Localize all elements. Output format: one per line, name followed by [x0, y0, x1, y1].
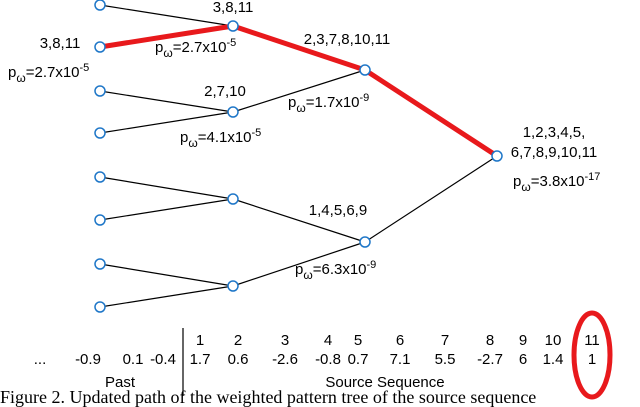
probability-label: pω=3.8x10-17	[513, 171, 600, 194]
prob-sub: ω	[188, 136, 197, 150]
node-label: 1,4,5,6,9	[309, 202, 367, 219]
prob-exp: -5	[252, 127, 262, 139]
prob-mantissa: =2.7x10	[173, 39, 227, 56]
prob-base: p	[513, 173, 521, 190]
prob-base: p	[295, 261, 303, 278]
source-value: -2.6	[272, 351, 298, 368]
sequence-index: 3	[281, 332, 289, 349]
prob-exp: -9	[360, 92, 370, 104]
source-value: 5.5	[435, 351, 456, 368]
sequence-index: 9	[519, 332, 527, 349]
probability-label: pω=2.7x10-5	[8, 62, 89, 85]
node-label: 2,3,7,8,10,11	[304, 31, 390, 48]
prob-exp: -5	[227, 37, 237, 49]
node-label: 1,2,3,4,5,	[523, 124, 586, 141]
source-value: 7.1	[390, 351, 411, 368]
past-value: 0.1	[123, 351, 144, 368]
source-value: 1.4	[543, 351, 564, 368]
probability-label: pω=6.3x10-9	[295, 259, 376, 282]
prob-exp: -17	[585, 171, 601, 183]
sequence-index: 2	[234, 332, 242, 349]
node-label: 3,8,11	[213, 0, 254, 16]
prob-base: p	[8, 64, 16, 81]
probability-label: pω=4.1x10-5	[180, 127, 261, 150]
source-label: Source Sequence	[325, 374, 444, 391]
sequence-index: 10	[545, 332, 562, 349]
tree-edges	[99, 4, 499, 308]
prob-sub: ω	[521, 180, 530, 194]
probability-label: pω=1.7x10-9	[288, 92, 369, 115]
past-label: Past	[105, 374, 136, 391]
tree-nodes	[94, 0, 503, 313]
source-value: 1.7	[190, 351, 211, 368]
sequence-index: 11	[584, 332, 600, 349]
node-label: 2,7,10	[204, 83, 246, 100]
sequence-index: 8	[486, 332, 494, 349]
sequence-index: 7	[441, 332, 449, 349]
prob-base: p	[155, 39, 163, 56]
updated-path	[99, 23, 499, 159]
prob-mantissa: =1.7x10	[306, 94, 360, 111]
prob-sub: ω	[163, 46, 172, 60]
sequence-index: 6	[396, 332, 404, 349]
sequence-index: 5	[354, 332, 362, 349]
prob-base: p	[288, 94, 296, 111]
node-label: 3,8,11	[40, 35, 81, 52]
prob-exp: -9	[367, 259, 377, 271]
source-value: 0.6	[228, 351, 249, 368]
caption: Figure 2. Updated path of the weighted p…	[0, 387, 536, 407]
prob-sub: ω	[16, 71, 25, 85]
prob-mantissa: =3.8x10	[531, 173, 585, 190]
source-value: 1	[588, 351, 596, 368]
source-value: -2.7	[477, 351, 503, 368]
prob-mantissa: =6.3x10	[313, 261, 367, 278]
probability-label: pω=2.7x10-5	[155, 37, 236, 60]
source-value: 6	[519, 351, 527, 368]
sequence-index: 4	[324, 332, 332, 349]
prob-sub: ω	[303, 268, 312, 282]
past-value: -0.4	[150, 351, 176, 368]
source-value: 0.7	[348, 351, 369, 368]
node-label: 6,7,8,9,10,11	[511, 144, 597, 161]
source-value: -0.8	[315, 351, 341, 368]
prob-exp: -5	[80, 62, 90, 74]
sequence-index: 1	[196, 332, 204, 349]
prob-mantissa: =4.1x10	[198, 129, 252, 146]
prob-base: p	[180, 129, 188, 146]
prob-sub: ω	[296, 101, 305, 115]
ellipsis: ...	[34, 351, 47, 368]
prob-mantissa: =2.7x10	[26, 64, 80, 81]
highlight-ellipse	[571, 310, 613, 400]
past-value: -0.9	[75, 351, 101, 368]
